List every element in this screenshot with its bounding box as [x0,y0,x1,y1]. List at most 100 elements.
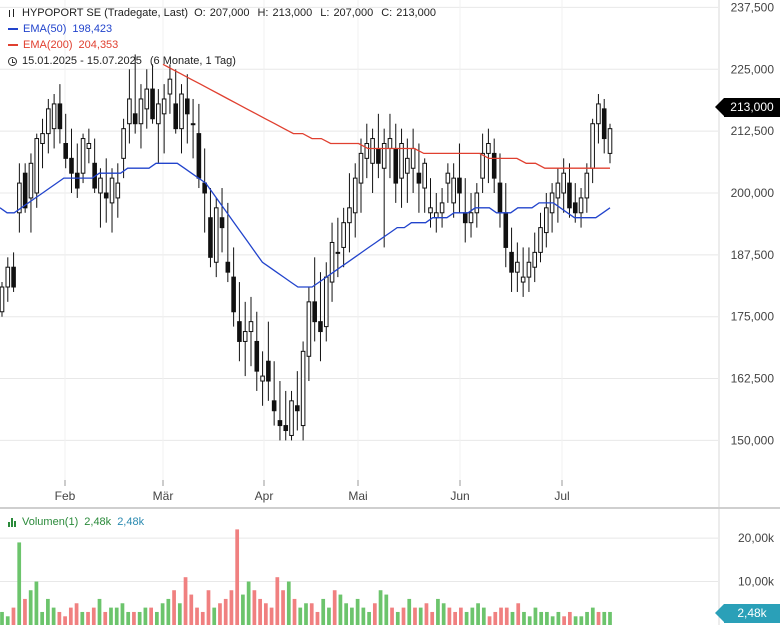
candle-body [538,227,543,253]
month-tick-label: Jun [450,489,469,503]
candle-body [231,276,236,313]
candle-body [410,147,416,169]
volume-bar [74,603,79,625]
candle-body [358,152,364,184]
last-volume-tag: 2,48k [715,604,780,623]
volume-bar [23,598,27,625]
candle-body [341,222,346,248]
candle-body [295,405,300,412]
volume-bar [40,611,45,625]
candle-body [335,251,341,254]
candle-body [433,212,439,219]
volume-bar [132,611,136,625]
candle-body [225,261,231,273]
volume-bar [338,594,343,625]
candle-body [306,301,312,357]
candle-body [561,172,566,194]
volume-bar [493,611,498,625]
volume-bar [172,590,176,625]
volume-bar [109,607,113,625]
close-value: 213,000 [396,7,436,19]
volume-bar [269,607,274,625]
volume-bar [91,607,96,625]
volume-bar [298,607,303,625]
volume-bar [539,611,544,625]
candle-body [248,321,254,333]
volume-bar [413,607,417,625]
volume-bar [395,611,400,625]
volume-bar [149,607,153,625]
ema50-row[interactable]: EMA(50) 198,423 [8,21,436,37]
volume-bar [126,611,131,625]
volume-bar [378,590,383,625]
month-tick-label: Feb [55,489,76,503]
candle-body [393,147,399,184]
candle-body [11,266,16,288]
high-label: H: [257,7,269,19]
price-tick-label: 212,500 [731,124,775,138]
candle-body [376,147,381,164]
volume-bar [103,611,108,625]
volume-bar [80,611,85,625]
volume-bar [550,616,555,625]
volume-bar [510,611,515,625]
volume-bar [481,607,486,625]
low-value: 207,000 [333,7,374,19]
candle-body [370,138,375,164]
volume-bar [258,598,262,625]
volume-bar [350,607,354,625]
candle-body [5,266,11,288]
candle-body [0,286,5,313]
candle-body [289,400,294,436]
candle-body [555,182,561,199]
candle-body [179,93,184,130]
ema50-label: EMA(50) [23,23,67,35]
volume-bar [5,616,10,625]
volume-bar [183,577,188,625]
low-label: L: [320,7,330,19]
volume-bar [361,607,366,625]
candle-body [196,133,202,179]
volume-bar [567,611,572,625]
candle-body [109,177,115,204]
volume-bar [309,603,314,625]
volume-bar [241,594,245,625]
volume-legend: Volumen(1) 2,48k 2,48k [8,516,144,528]
date-range: 15.01.2025 - 15.07.2025 [22,55,142,67]
volume-bar [223,598,228,625]
volume-bar [212,607,217,625]
volume-bar [28,590,33,625]
volume-bar [436,598,440,625]
volume-tick-label: 20,00k [738,531,775,545]
candle-body [28,162,34,199]
ema200-row[interactable]: EMA(200) 204,353 [8,37,436,53]
candle-body [526,261,532,278]
candle-body [34,138,40,194]
candle-body [57,103,63,130]
candle-body [323,276,329,328]
volume-bar [177,603,182,625]
volume-bars-icon [8,517,17,527]
volume-bar [46,598,50,625]
volume-bar [447,607,452,625]
volume-bar [160,603,165,625]
candle-body [266,360,271,382]
volume-bar [372,603,377,625]
month-tick-label: Apr [255,489,274,503]
candle-body [283,425,289,432]
volume-bar [120,603,125,625]
volume-bar [407,598,412,625]
volume-bar [504,607,509,625]
volume-bar [189,594,194,625]
candle-body [121,128,126,159]
candle-body [208,217,213,258]
volume-bar [522,611,526,625]
candle-body [17,182,22,214]
candle-body [115,182,121,199]
candle-body [69,157,74,174]
candle-body [46,108,51,135]
candle-body [219,217,225,229]
candle-body [329,241,335,283]
volume-bar [459,607,463,625]
